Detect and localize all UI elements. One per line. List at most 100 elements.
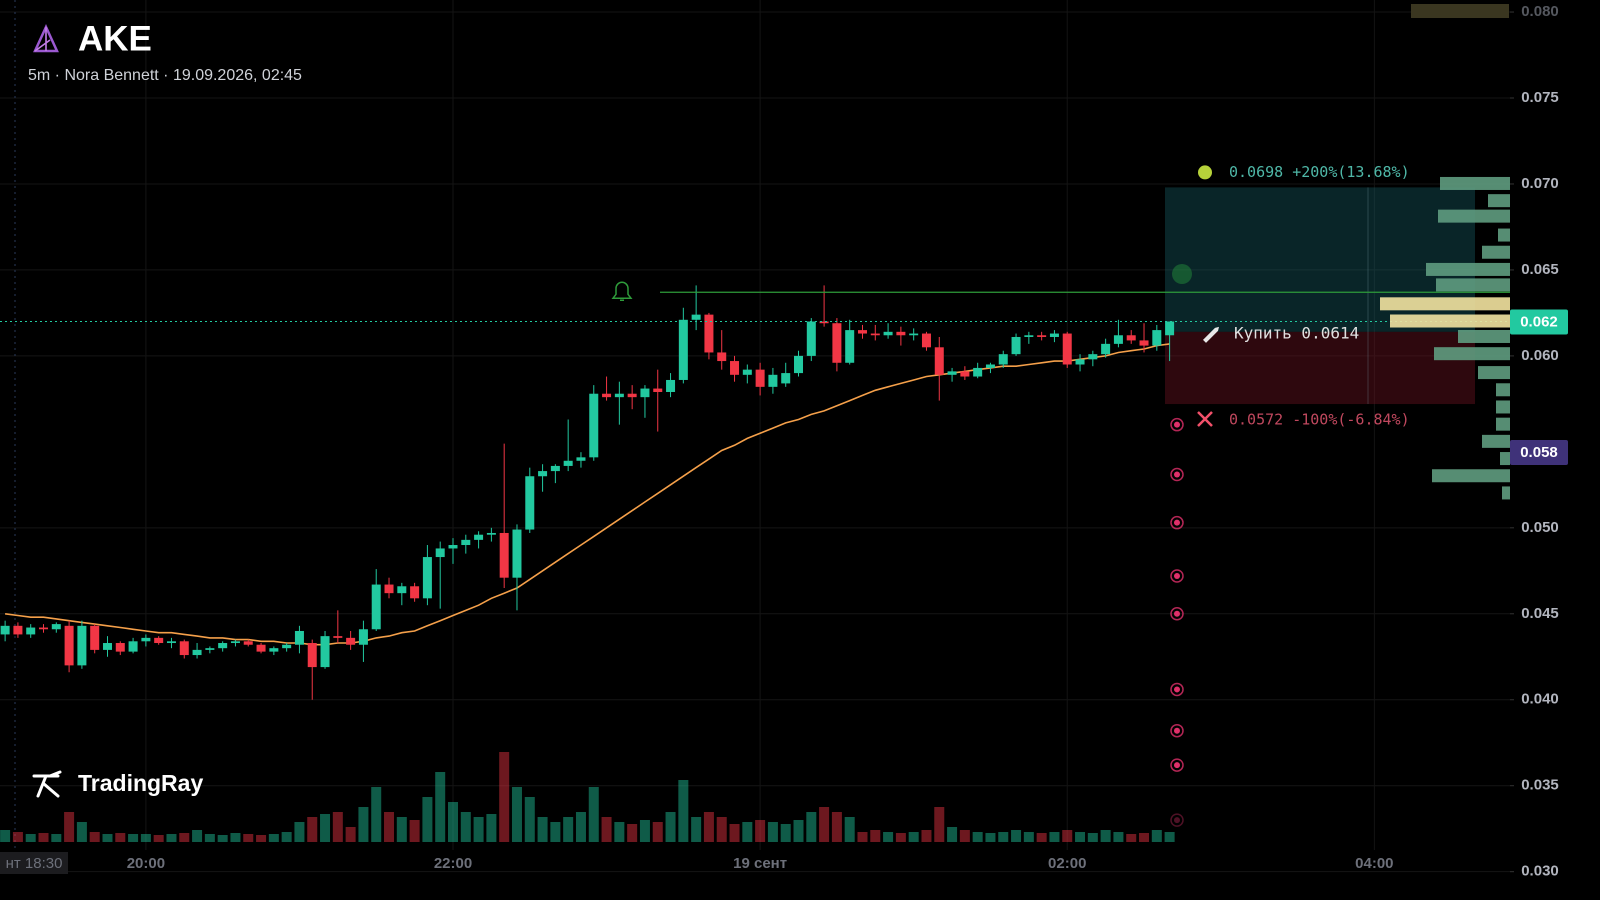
volume-bar [345,827,356,842]
volume-bar [76,822,87,842]
volume-bar [1126,834,1137,842]
signal-dot [1174,610,1180,617]
volume-bar [870,830,881,842]
volume-bar [1023,832,1034,842]
volume-bar [192,830,203,842]
signal-ring [1170,758,1184,772]
y-tick-label: 0.050 [1521,519,1559,536]
candle-body [39,627,49,630]
candle-body [768,374,778,387]
candle-body [921,333,931,348]
marker-tag-box [1510,440,1568,465]
brand-name: TradingRay [78,770,203,796]
signal-dot [1174,686,1180,693]
volume-bar [1164,832,1175,842]
chart-subtitle: 5m · Nora Bennett · 19.09.2026, 02:45 [28,67,302,84]
candle-body [243,641,253,645]
marker-tag: 0.058 [1520,444,1558,461]
volume-bar [448,802,458,842]
volume-profile-bar [1458,329,1510,343]
stop-loss-label: 0.0572 -100%(-6.84%) [1229,411,1410,429]
candle-body [717,352,727,362]
cursor-time-label: нт 18:30 [6,855,63,872]
volume-bar [204,834,215,842]
volume-bar [1087,833,1098,842]
volume-bar [1049,832,1060,842]
volume-bar [550,822,561,842]
candle-body [499,532,509,578]
volume-bar [691,817,702,842]
candle-body [653,388,663,392]
candle-body [550,465,560,472]
candle-body [525,476,535,530]
grid [0,0,1510,873]
symbol-icon [33,23,59,53]
candle-body [985,364,995,368]
volume-bar [358,807,369,842]
volume-bar [908,832,919,842]
overlay: Купить 0.0614 0.062 [0,176,1568,827]
volume-bar [115,833,126,842]
volume-bars [0,752,1175,842]
signal-dot [1174,762,1180,769]
last-price-tag [1510,309,1568,335]
signal-ring [1170,515,1184,530]
candle-body [0,625,10,635]
candle-body [1165,321,1175,336]
candle-body [205,648,215,650]
candle-body [857,330,867,334]
volume-profile-bar [1502,486,1510,500]
candle-body [128,641,138,652]
volume-bar [563,817,574,842]
volume-profile-bar [1426,262,1510,276]
volume-profile-bar [1390,314,1510,328]
volume-profile-bar [1380,297,1510,311]
volume-profile-bar [1496,400,1510,414]
alert-bell [611,281,633,302]
volume-bar [627,824,638,842]
y-tick-label: 0.075 [1521,89,1559,106]
candle-body [371,584,381,630]
y-tick-label: 0.060 [1521,347,1559,364]
volume-bar [934,807,945,842]
candle-body [102,643,112,650]
candle-body [1139,340,1149,346]
volume-profile-bar [1498,228,1510,242]
stop-icon [1197,411,1213,427]
candle-body [448,545,458,549]
volume-bar [281,832,292,842]
candle-body [806,321,816,356]
candle-body [1152,330,1162,346]
signal-dot [1174,519,1180,526]
candle-body [934,347,944,375]
candle-body [602,393,612,398]
volume-profile-bar [1432,469,1510,483]
candle-body [909,333,919,336]
candle-body [1049,333,1059,337]
candle-body [320,636,330,668]
volume-bar [959,830,970,842]
volume-profile-bar [1500,452,1510,466]
volume-bar [985,833,996,842]
x-tick-label: 20:00 [127,855,165,872]
entry-label: Купить 0.0614 [1234,323,1359,342]
volume-bar [729,824,740,842]
volume-profile-bar [1434,347,1510,361]
volume-profile-bar [1478,366,1510,380]
candle-body [1011,336,1021,355]
candle-body [947,371,957,375]
candle-body [397,586,407,594]
candle-body [845,330,855,363]
candle-body [896,331,906,336]
volume-bar [473,817,484,842]
candle-body [141,637,151,642]
candle-body [166,641,176,644]
candle-body [512,529,522,578]
volume-bar [857,832,868,842]
y-tick-label: 0.045 [1521,605,1559,622]
candle-body [1075,359,1085,365]
candle-body [77,625,87,666]
volume-bar [12,832,23,842]
volume-bar [38,833,49,842]
